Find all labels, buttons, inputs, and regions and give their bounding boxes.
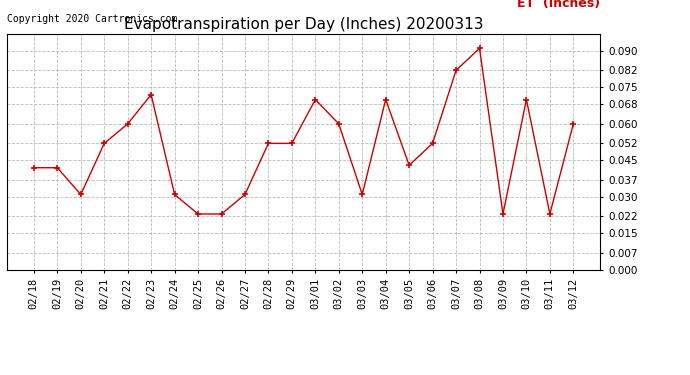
Text: Evapotranspiration per Day (Inches) 20200313: Evapotranspiration per Day (Inches) 2020… — [124, 17, 484, 32]
Text: Copyright 2020 Cartronics.com: Copyright 2020 Cartronics.com — [7, 14, 177, 24]
Text: ET  (Inches): ET (Inches) — [518, 0, 600, 10]
